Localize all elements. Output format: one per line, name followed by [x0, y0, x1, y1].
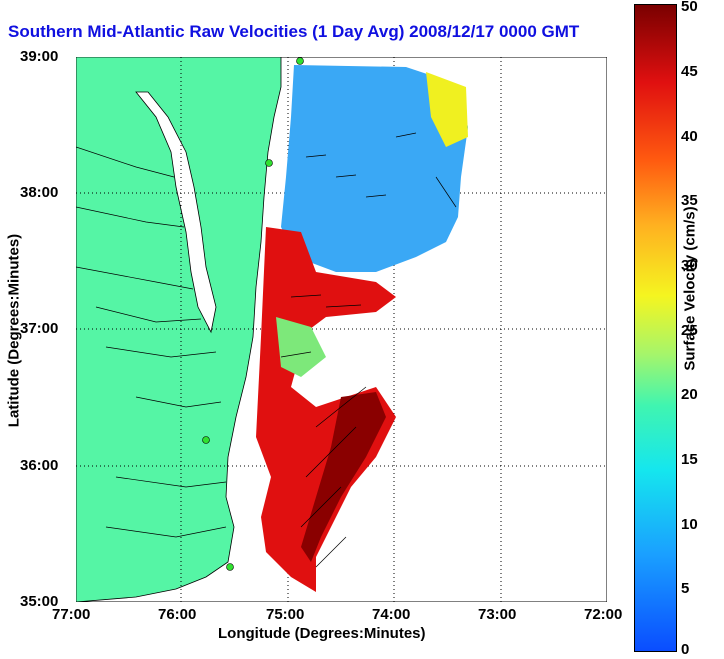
- chesapeake-bay: [135, 91, 217, 334]
- velocity-field-yellow-east: [426, 72, 468, 147]
- velocity-vectors: [280, 132, 457, 568]
- colorbar: [634, 4, 677, 652]
- x-axis-label: Longitude (Degrees:Minutes): [218, 625, 426, 642]
- map-title: Southern Mid-Atlantic Raw Velocities (1 …: [8, 22, 580, 41]
- map-canvas: [75, 56, 608, 603]
- velocity-field-core-dark: [301, 392, 386, 562]
- colorbar-tick: 40: [681, 128, 698, 145]
- colorbar-tick: 20: [681, 386, 698, 403]
- colorbar-tick: 30: [681, 257, 698, 274]
- y-tick: 35:00: [20, 593, 59, 610]
- x-tick: 72:00: [584, 606, 623, 623]
- y-tick: 36:00: [20, 457, 59, 474]
- colorbar-tick: 10: [681, 516, 698, 533]
- velocity-field-north: [281, 65, 468, 272]
- x-tick: 74:00: [372, 606, 411, 623]
- y-tick: 39:00: [20, 48, 59, 65]
- colorbar-tick: 35: [681, 192, 698, 209]
- colorbar-tick: 5: [681, 580, 690, 597]
- velocity-field-mid: [276, 317, 326, 377]
- colorbar-tick: 45: [681, 63, 698, 80]
- x-tick: 75:00: [266, 606, 305, 623]
- bay-tributaries: [75, 146, 227, 538]
- velocity-field-coastal-red: [256, 227, 396, 592]
- land-mass: [75, 56, 282, 603]
- map-area: [75, 56, 608, 603]
- colorbar-tick: 15: [681, 451, 698, 468]
- x-tick: 77:00: [52, 606, 91, 623]
- y-tick: 37:00: [20, 320, 59, 337]
- colorbar-tick: 0: [681, 641, 690, 658]
- radar-stations: [202, 57, 304, 571]
- y-tick: 38:00: [20, 184, 59, 201]
- x-tick: 73:00: [478, 606, 517, 623]
- y-axis-label: Latitude (Degrees:Minutes): [5, 233, 23, 428]
- colorbar-tick: 50: [681, 0, 698, 15]
- colorbar-tick: 25: [681, 322, 698, 339]
- x-tick: 76:00: [158, 606, 197, 623]
